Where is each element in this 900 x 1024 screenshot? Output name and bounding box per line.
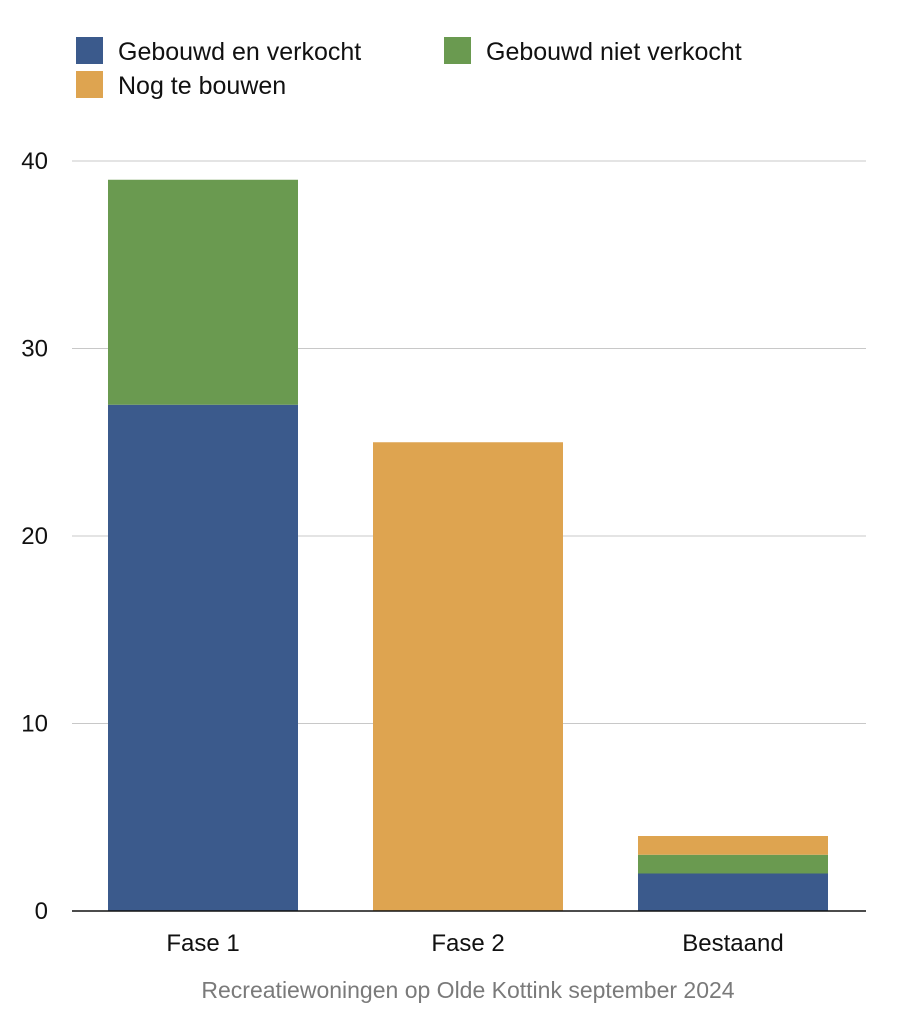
y-axis: 0 10 20 30 40: [21, 148, 48, 925]
y-tick-label: 40: [21, 148, 48, 175]
bar-segment: [373, 442, 563, 911]
legend-label: Gebouwd en verkocht: [118, 38, 361, 66]
x-tick-label: Fase 2: [431, 930, 504, 957]
bar-segment: [638, 873, 828, 911]
y-tick-label: 20: [21, 523, 48, 550]
y-tick-label: 10: [21, 711, 48, 738]
legend-label: Gebouwd niet verkocht: [486, 38, 742, 66]
legend-swatch: [444, 37, 471, 64]
bar-segment: [108, 179, 298, 405]
bar-segment: [638, 836, 828, 855]
legend-label: Nog te bouwen: [118, 72, 286, 100]
chart-caption: Recreatiewoningen op Olde Kottink septem…: [201, 977, 734, 1003]
x-tick-label: Fase 1: [166, 930, 239, 957]
legend-swatch: [76, 71, 103, 98]
bar-segment: [108, 404, 298, 911]
legend-swatch: [76, 37, 103, 64]
bar-segment: [638, 854, 828, 874]
legend: Gebouwd en verkocht Gebouwd niet verkocht…: [76, 37, 742, 100]
y-tick-label: 30: [21, 336, 48, 363]
y-tick-label: 0: [35, 898, 48, 925]
bars: [108, 179, 828, 911]
x-axis: Fase 1 Fase 2 Bestaand: [72, 910, 866, 957]
x-tick-label: Bestaand: [682, 930, 783, 957]
